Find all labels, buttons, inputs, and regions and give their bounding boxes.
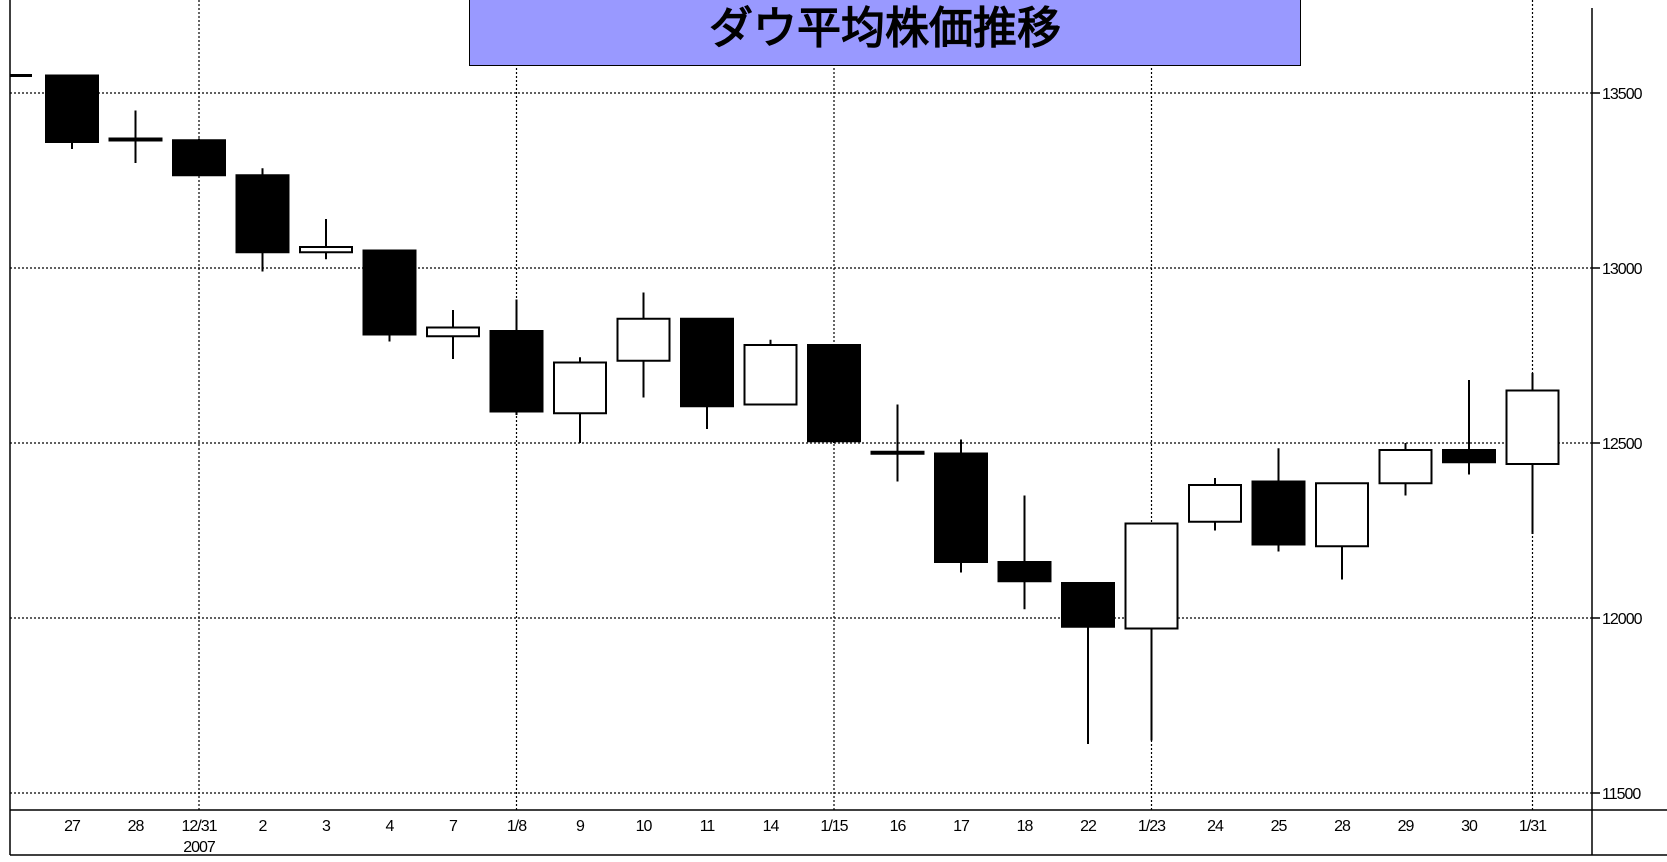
x-tick-label: 12/31 — [181, 818, 217, 835]
candle-body — [1505, 389, 1560, 465]
candle-body — [807, 344, 861, 443]
candle-body — [1124, 522, 1179, 630]
year-label: 2007 — [183, 839, 216, 856]
candle-body — [743, 344, 798, 406]
candle-body — [1315, 482, 1369, 548]
candle-body — [108, 137, 163, 142]
x-tick-label: 7 — [449, 818, 458, 835]
title-box: ダウ平均株価推移 — [469, 0, 1301, 66]
chart-title: ダウ平均株価推移 — [709, 3, 1061, 54]
candle-body — [680, 317, 734, 408]
candle-body — [362, 249, 417, 336]
x-tick-label: 11 — [700, 818, 716, 835]
x-tick-label: 28 — [128, 818, 145, 835]
candle-body — [1061, 582, 1115, 628]
candle-body — [172, 139, 226, 177]
candle-body — [299, 246, 353, 254]
x-tick-label: 10 — [636, 818, 653, 835]
x-tick-label: 4 — [386, 818, 395, 835]
candle-body — [997, 561, 1052, 583]
x-tick-label: 28 — [1334, 818, 1351, 835]
x-tick-label: 2 — [259, 818, 268, 835]
x-tick-label: 27 — [64, 818, 81, 835]
x-tick-label: 22 — [1080, 818, 1097, 835]
x-tick-label: 30 — [1461, 818, 1478, 835]
candle-body — [1378, 449, 1433, 485]
x-tick-label: 1/8 — [507, 818, 527, 835]
candle-body — [1251, 480, 1306, 546]
candle-body — [616, 317, 671, 362]
x-tick-label: 24 — [1207, 818, 1224, 835]
candle-body — [934, 452, 988, 563]
x-tick-label: 16 — [890, 818, 907, 835]
x-tick-label: 17 — [953, 818, 970, 835]
y-tick-label: 13000 — [1602, 261, 1643, 278]
candle-body — [489, 330, 544, 413]
candle-body — [1442, 449, 1496, 464]
x-tick-label: 14 — [763, 818, 780, 835]
candle-body — [1188, 484, 1242, 523]
y-tick-label: 13500 — [1602, 86, 1643, 103]
x-tick-label: 29 — [1398, 818, 1415, 835]
y-tick-label: 12500 — [1602, 436, 1643, 453]
x-tick-label: 1/23 — [1138, 818, 1166, 835]
candle-body — [553, 361, 607, 415]
x-tick-label: 9 — [576, 818, 585, 835]
candle-body — [45, 74, 99, 143]
x-tick-label: 1/15 — [820, 818, 848, 835]
candle-body — [870, 450, 925, 455]
y-tick-label: 12000 — [1602, 611, 1643, 628]
candle-body — [426, 326, 480, 338]
x-tick-label: 1/31 — [1519, 818, 1547, 835]
candle-body — [235, 174, 290, 254]
x-tick-label: 25 — [1271, 818, 1288, 835]
x-tick-label: 3 — [322, 818, 331, 835]
x-tick-label: 18 — [1017, 818, 1034, 835]
y-tick-label: 11500 — [1602, 786, 1641, 803]
